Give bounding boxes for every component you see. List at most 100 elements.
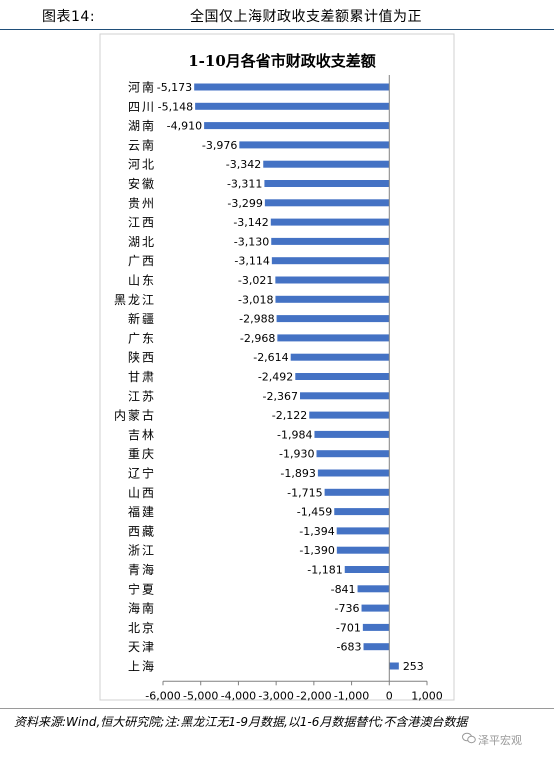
category-label: 湖北 bbox=[128, 234, 156, 249]
header-rule bbox=[0, 29, 554, 30]
category-label: 陕西 bbox=[128, 350, 156, 365]
category-label: 山西 bbox=[128, 486, 156, 500]
x-tick-label: -5,000 bbox=[183, 689, 218, 702]
category-label: 贵州 bbox=[128, 196, 156, 210]
bar bbox=[204, 122, 390, 130]
bar bbox=[334, 508, 390, 516]
figure-title: 全国仅上海财政收支差额累计值为正 bbox=[190, 9, 422, 25]
bar bbox=[389, 662, 399, 670]
bar bbox=[275, 276, 390, 284]
category-label: 山东 bbox=[128, 274, 156, 288]
figure-header: 图表14: 全国仅上海财政收支差额累计值为正 bbox=[0, 0, 554, 30]
chart-title: 1-10月各省市财政收支差额 bbox=[188, 52, 376, 70]
data-label: -3,299 bbox=[227, 197, 262, 210]
data-label: -5,173 bbox=[157, 81, 192, 94]
x-tick-label: -1,000 bbox=[334, 689, 369, 702]
category-label: 四川 bbox=[128, 100, 156, 114]
data-label: -2,614 bbox=[253, 351, 288, 364]
data-label: -3,311 bbox=[227, 178, 262, 191]
data-label: -2,988 bbox=[239, 313, 274, 326]
bar bbox=[263, 160, 390, 168]
data-label: -2,968 bbox=[240, 332, 275, 345]
category-label: 湖南 bbox=[128, 118, 156, 133]
bar bbox=[363, 643, 390, 651]
note-rule bbox=[0, 708, 554, 709]
category-label: 内蒙古 bbox=[114, 408, 156, 423]
category-label: 广东 bbox=[128, 331, 156, 345]
category-label: 重庆 bbox=[128, 447, 156, 461]
category-label: 新疆 bbox=[128, 311, 156, 326]
category-label: 江西 bbox=[128, 216, 156, 230]
data-label: -3,021 bbox=[238, 274, 273, 287]
data-label: -1,930 bbox=[279, 448, 314, 461]
bar bbox=[317, 469, 390, 477]
bar bbox=[362, 623, 390, 631]
data-label: -683 bbox=[337, 641, 362, 654]
data-label: -2,367 bbox=[263, 390, 298, 403]
data-label: -1,984 bbox=[277, 428, 312, 441]
bar bbox=[357, 585, 390, 593]
data-label: -3,142 bbox=[233, 216, 268, 229]
bar bbox=[239, 141, 390, 149]
category-label: 安徽 bbox=[128, 176, 156, 191]
x-tick-label: 1,000 bbox=[411, 689, 443, 702]
category-label: 云南 bbox=[128, 137, 156, 152]
x-tick-label: -3,000 bbox=[258, 689, 293, 702]
bar bbox=[295, 373, 390, 380]
data-label: -3,976 bbox=[202, 139, 237, 152]
bar bbox=[336, 546, 390, 554]
x-tick-label: -6,000 bbox=[145, 689, 180, 702]
data-label: -1,394 bbox=[299, 525, 334, 538]
bar bbox=[264, 180, 390, 187]
category-label: 福建 bbox=[128, 504, 156, 519]
category-label: 河南 bbox=[128, 80, 156, 95]
bar bbox=[316, 450, 390, 458]
category-label: 西藏 bbox=[128, 524, 156, 538]
data-label: -3,342 bbox=[226, 158, 261, 171]
data-label: -736 bbox=[335, 602, 360, 615]
data-label: -841 bbox=[331, 583, 356, 596]
bar bbox=[344, 566, 390, 573]
bar bbox=[361, 604, 390, 612]
bar bbox=[314, 430, 390, 438]
figure-label: 图表14: bbox=[42, 9, 96, 25]
category-label: 上海 bbox=[128, 659, 156, 674]
bar bbox=[324, 488, 390, 496]
bar bbox=[336, 527, 390, 535]
data-label: -2,492 bbox=[258, 371, 293, 384]
category-label: 广西 bbox=[128, 254, 156, 268]
bar bbox=[277, 334, 390, 342]
data-label: -3,114 bbox=[234, 255, 269, 268]
plot-border bbox=[99, 33, 455, 701]
bar bbox=[276, 315, 390, 323]
bar bbox=[275, 295, 390, 303]
data-label: -3,018 bbox=[238, 293, 273, 306]
watermark: 泽平宏观 bbox=[478, 734, 522, 747]
x-tick-label: -2,000 bbox=[296, 689, 331, 702]
category-label: 浙江 bbox=[128, 544, 156, 558]
x-tick-label: 0 bbox=[386, 689, 393, 702]
data-label: 253 bbox=[403, 660, 424, 673]
data-label: -1,181 bbox=[307, 564, 342, 577]
data-label: -5,148 bbox=[158, 100, 193, 113]
data-label: -701 bbox=[336, 621, 361, 634]
data-label: -1,390 bbox=[299, 544, 334, 557]
bar bbox=[194, 83, 390, 91]
category-label: 江苏 bbox=[128, 389, 156, 403]
data-label: -4,910 bbox=[167, 120, 202, 133]
bar bbox=[264, 199, 390, 207]
bar bbox=[300, 392, 390, 400]
category-label: 天津 bbox=[128, 640, 156, 654]
wechat-icon bbox=[462, 732, 476, 744]
category-label: 甘肃 bbox=[128, 370, 156, 384]
category-label: 黑龙江 bbox=[114, 293, 156, 307]
data-label: -1,715 bbox=[287, 486, 322, 499]
category-label: 青海 bbox=[128, 562, 156, 577]
category-label: 辽宁 bbox=[128, 466, 156, 481]
chart-frame: 1-10月各省市财政收支差额 河南 -5,173 四川 -5,148 湖南 -4,910 云… bbox=[0, 32, 554, 708]
category-label: 宁夏 bbox=[128, 581, 156, 596]
data-label: -2,122 bbox=[272, 409, 307, 422]
category-label: 河北 bbox=[128, 158, 156, 172]
data-label: -1,459 bbox=[297, 506, 332, 519]
